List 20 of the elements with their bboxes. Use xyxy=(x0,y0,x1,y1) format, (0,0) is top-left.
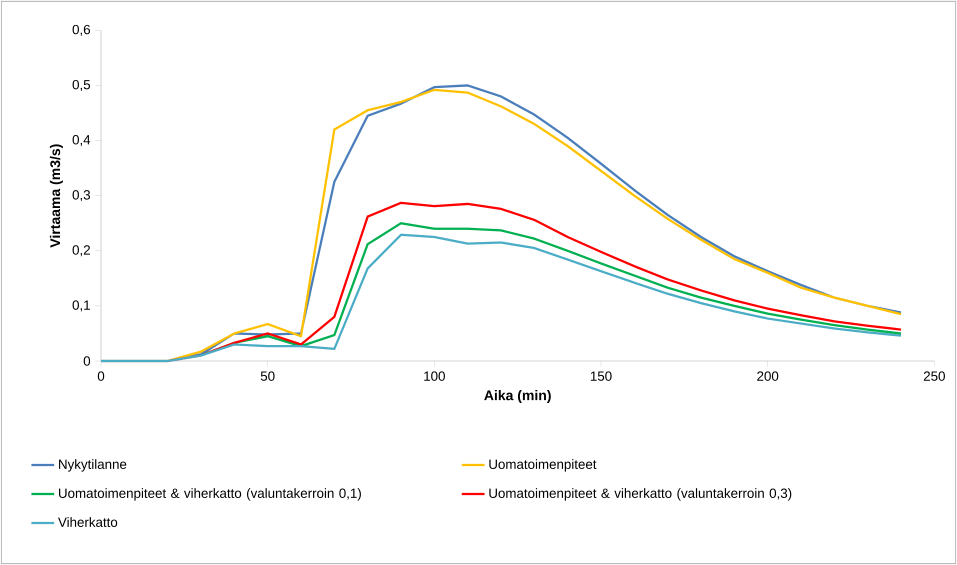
legend-label: Uomatoimenpiteet xyxy=(489,459,596,472)
y-axis-title: Virtaama (m3/s) xyxy=(50,144,63,248)
x-tick-label: 100 xyxy=(424,371,445,381)
x-tick-label: 200 xyxy=(757,371,778,381)
y-tick-label: 0,3 xyxy=(72,190,90,202)
x-tick-label: 250 xyxy=(924,371,945,381)
x-tick-label: 0 xyxy=(98,371,104,381)
x-tick-label: 150 xyxy=(590,371,612,381)
legend-label: Nykytilanne xyxy=(59,459,126,472)
legend-label: Uomatoimenpiteet & viherkatto (valuntakerroin 0,1) xyxy=(58,488,361,501)
y-tick-label: 0 xyxy=(84,356,90,366)
legend-label: Viherkatto xyxy=(58,517,118,527)
y-tick-label: 0,2 xyxy=(72,245,90,256)
x-tick-label: 50 xyxy=(260,371,275,381)
y-tick-label: 0,1 xyxy=(72,300,90,312)
x-axis-title: Aika (min) xyxy=(484,390,551,404)
y-tick-label: 0,5 xyxy=(72,80,90,91)
legend-label: Uomatoimenpiteet & viherkatto (valuntakerroin 0,3) xyxy=(489,488,792,501)
y-tick-label: 0,4 xyxy=(72,135,90,146)
y-tick-label: 0,6 xyxy=(72,24,90,36)
